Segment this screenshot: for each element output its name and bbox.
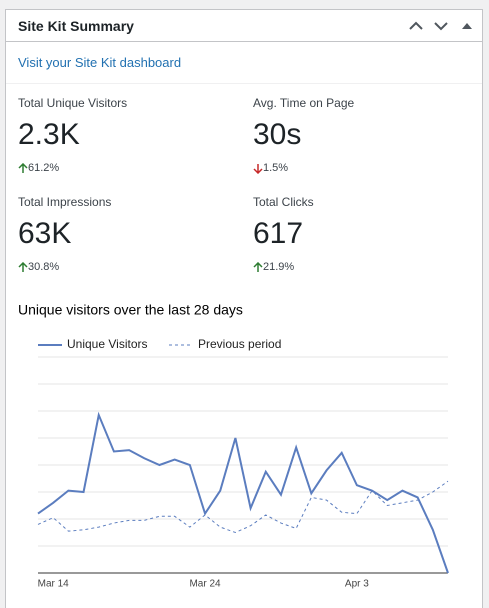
- metric-label: Total Clicks: [253, 195, 314, 209]
- metric: Avg. Time on Page 30s 1.5%: [253, 96, 473, 174]
- metric-change: 21.9%: [253, 261, 473, 273]
- metric-value: 2.3K: [18, 118, 80, 151]
- metric: Total Impressions 63K 30.8%: [18, 195, 238, 273]
- x-tick-label: Mar 24: [189, 579, 221, 590]
- x-tick-label: Apr 3: [345, 579, 369, 590]
- toggle-button[interactable]: [461, 18, 473, 34]
- x-tick-label: Mar 14: [38, 579, 70, 590]
- change-arrow: [18, 162, 28, 173]
- metric-change: 1.5%: [253, 162, 473, 174]
- change-arrow: [253, 163, 263, 174]
- widget-header: Site Kit Summary: [6, 10, 482, 42]
- change-arrow: [18, 261, 28, 272]
- metric-label: Total Unique Visitors: [18, 96, 128, 110]
- arrow-shape: [253, 261, 263, 272]
- change-arrow: [253, 261, 263, 272]
- metric: Total Unique Visitors 2.3K 61.2%: [18, 96, 238, 174]
- series-line: [37, 411, 449, 574]
- metric-label: Total Impressions: [18, 195, 112, 209]
- arrow-shape: [18, 162, 28, 173]
- widget-title: Site Kit Summary: [18, 18, 134, 34]
- metric: Total Clicks 617 21.9%: [253, 195, 473, 273]
- metric-label: Avg. Time on Page: [253, 96, 355, 110]
- change-text: 30.8%: [28, 261, 60, 273]
- move-down-button[interactable]: [433, 18, 449, 34]
- metric-change: 30.8%: [18, 261, 238, 273]
- arrow-shape: [18, 261, 28, 272]
- dashboard-link[interactable]: Visit your Site Kit dashboard: [18, 55, 182, 70]
- change-text: 21.9%: [263, 261, 295, 273]
- legend-label: Unique Visitors: [67, 337, 147, 351]
- legend-label: Previous period: [198, 337, 281, 351]
- widget: Site Kit Summary Visit your Site Kit das…: [5, 9, 483, 608]
- metric-value: 30s: [253, 118, 302, 151]
- change-text: 61.2%: [28, 162, 60, 174]
- move-up-button[interactable]: [408, 18, 424, 34]
- series-line: [37, 480, 449, 534]
- metric-value: 617: [253, 217, 304, 250]
- metric-value: 63K: [18, 217, 72, 250]
- arrow-shape: [253, 163, 263, 174]
- change-text: 1.5%: [263, 162, 289, 174]
- chart-title: Unique visitors over the last 28 days: [18, 302, 243, 318]
- link-row: Visit your Site Kit dashboard: [6, 42, 482, 84]
- metric-change: 61.2%: [18, 162, 238, 174]
